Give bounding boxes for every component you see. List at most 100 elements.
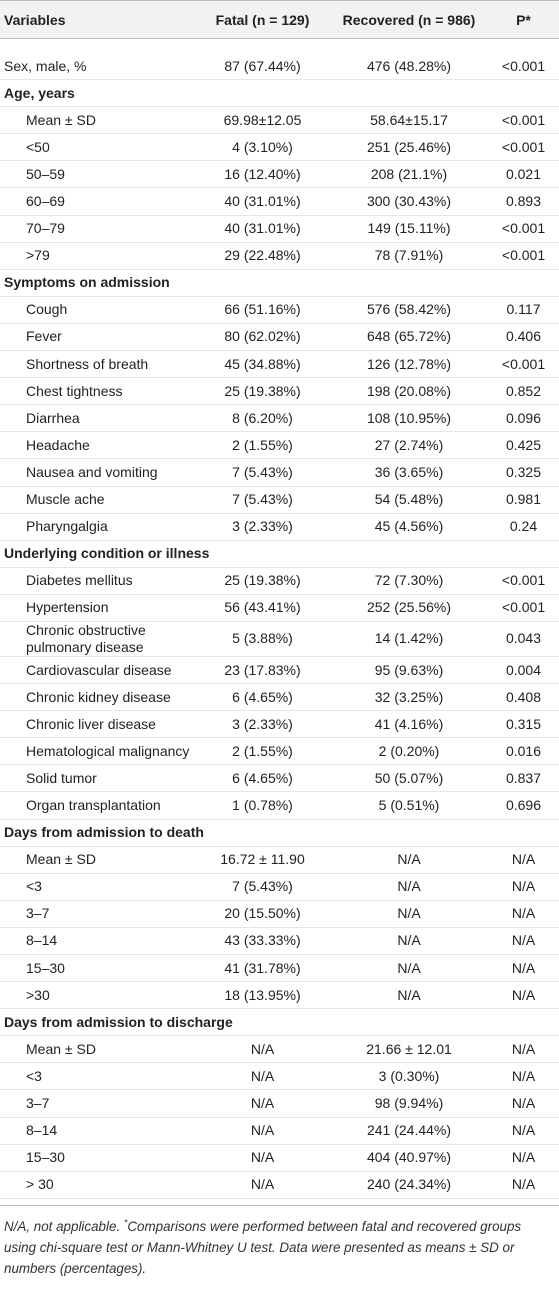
table-row: Underlying condition or illness: [0, 540, 559, 568]
table-cell: 0.016: [488, 737, 559, 766]
table-cell: 8–14: [0, 1117, 195, 1145]
table-cell: 0.893: [488, 187, 559, 216]
table-cell: <0.001: [488, 350, 559, 379]
table-cell: 40 (31.01%): [195, 215, 330, 243]
table-row: Days from admission to death: [0, 819, 559, 847]
table-cell: 0.852: [488, 377, 559, 406]
table-row: Sex, male, % 87 (67.44%) 476 (48.28%) <0.00…: [0, 38, 559, 81]
table-cell: 18 (13.95%): [195, 981, 330, 1010]
table-cell: <0.001: [488, 38, 559, 81]
table-cell: Chronic liver disease: [0, 710, 195, 739]
table-row: Age, years: [0, 79, 559, 108]
table-cell: 15–30: [0, 1144, 195, 1172]
table-cell: 5 (3.88%): [195, 621, 330, 657]
table-cell: N/A: [488, 846, 559, 874]
header-cell: P*: [488, 0, 559, 39]
table-row: 8–14 N/A 241 (24.44%) N/A: [0, 1117, 559, 1145]
footnote: N/A, not applicable. *Comparisons were p…: [0, 1204, 559, 1279]
table-cell: N/A: [488, 1171, 559, 1199]
table-cell: 50–59: [0, 160, 195, 189]
table-cell: N/A: [330, 873, 488, 901]
table-cell: N/A: [195, 1062, 330, 1091]
table-cell: N/A: [195, 1117, 330, 1145]
table-cell: 3 (2.33%): [195, 513, 330, 541]
table-cell: 66 (51.16%): [195, 296, 330, 324]
table-row: 3–7 N/A 98 (9.94%) N/A: [0, 1089, 559, 1118]
table-cell: N/A: [330, 846, 488, 874]
table-row: > 30 N/A 240 (24.34%) N/A: [0, 1171, 559, 1199]
table-cell: N/A: [195, 1089, 330, 1118]
table-cell: 7 (5.43%): [195, 486, 330, 514]
table-cell: Solid tumor: [0, 764, 195, 793]
table-cell: 32 (3.25%): [330, 683, 488, 712]
table-cell: 54 (5.48%): [330, 486, 488, 514]
header-cell: Recovered (n = 986): [330, 0, 488, 39]
table-cell: 300 (30.43%): [330, 187, 488, 216]
table-cell: Mean ± SD: [0, 1035, 195, 1064]
table-row: Muscle ache 7 (5.43%) 54 (5.48%) 0.981: [0, 486, 559, 514]
table-cell: Mean ± SD: [0, 846, 195, 874]
table-cell: >30: [0, 981, 195, 1010]
table-cell: 149 (15.11%): [330, 215, 488, 243]
table-row: Diarrhea 8 (6.20%) 108 (10.95%) 0.096: [0, 404, 559, 433]
table-cell: 108 (10.95%): [330, 404, 488, 433]
table-cell: 60–69: [0, 187, 195, 216]
table-cell: 87 (67.44%): [195, 38, 330, 81]
table-cell: N/A: [195, 1035, 330, 1064]
table-cell: Pharyngalgia: [0, 513, 195, 541]
table-cell: 29 (22.48%): [195, 242, 330, 270]
table-cell: 0.408: [488, 683, 559, 712]
table-cell: <0.001: [488, 567, 559, 595]
table-row: Pharyngalgia 3 (2.33%) 45 (4.56%) 0.24: [0, 513, 559, 541]
table-cell: 0.696: [488, 791, 559, 820]
table-cell: 15–30: [0, 954, 195, 983]
table-cell: <0.001: [488, 106, 559, 135]
table-row: Days from admission to discharge: [0, 1008, 559, 1037]
table-cell: 41 (4.16%): [330, 710, 488, 739]
footnote-mark: *: [123, 1217, 128, 1228]
table-cell: Cardiovascular disease: [0, 656, 195, 685]
table-cell: Hypertension: [0, 594, 195, 622]
table-cell: N/A: [330, 927, 488, 956]
header-cell: Fatal (n = 129): [195, 0, 330, 39]
table-row: Shortness of breath 45 (34.88%) 126 (12.78…: [0, 350, 559, 379]
table-row: <50 4 (3.10%) 251 (25.46%) <0.001: [0, 133, 559, 162]
table-cell: 648 (65.72%): [330, 323, 488, 352]
table-cell: 27 (2.74%): [330, 431, 488, 460]
table-cell: 126 (12.78%): [330, 350, 488, 379]
table-row: 15–30 N/A 404 (40.97%) N/A: [0, 1144, 559, 1172]
table-cell: Shortness of breath: [0, 350, 195, 379]
table-cell: 20 (15.50%): [195, 900, 330, 928]
table-cell: Diarrhea: [0, 404, 195, 433]
table-row: 60–69 40 (31.01%) 300 (30.43%) 0.893: [0, 187, 559, 216]
table-cell: 80 (62.02%): [195, 323, 330, 352]
table-cell: 0.004: [488, 656, 559, 685]
table-cell: 0.117: [488, 296, 559, 324]
table-cell: >79: [0, 242, 195, 270]
table-row: Diabetes mellitus 25 (19.38%) 72 (7.30%) <0…: [0, 567, 559, 595]
table-cell: 0.043: [488, 621, 559, 657]
table-cell: Organ transplantation: [0, 791, 195, 820]
table-cell: 0.425: [488, 431, 559, 460]
table-cell: 78 (7.91%): [330, 242, 488, 270]
table-cell: 2 (0.20%): [330, 737, 488, 766]
table-cell: N/A: [488, 927, 559, 956]
table-row: 3–7 20 (15.50%) N/A N/A: [0, 900, 559, 928]
table-cell: Mean ± SD: [0, 106, 195, 135]
table-cell: 25 (19.38%): [195, 567, 330, 595]
table-cell: 8 (6.20%): [195, 404, 330, 433]
table-row: Chronic liver disease 3 (2.33%) 41 (4.16%)…: [0, 710, 559, 739]
table-cell: Cough: [0, 296, 195, 324]
table-cell: 208 (21.1%): [330, 160, 488, 189]
table-cell: <50: [0, 133, 195, 162]
table-cell: N/A: [195, 1171, 330, 1199]
table-cell: 36 (3.65%): [330, 458, 488, 487]
table-cell: 198 (20.08%): [330, 377, 488, 406]
table-cell: 14 (1.42%): [330, 621, 488, 657]
table-cell: 72 (7.30%): [330, 567, 488, 595]
table-cell: 40 (31.01%): [195, 187, 330, 216]
table-row: Cough 66 (51.16%) 576 (58.42%) 0.117: [0, 296, 559, 324]
table-cell: Chest tightness: [0, 377, 195, 406]
table-cell: 241 (24.44%): [330, 1117, 488, 1145]
